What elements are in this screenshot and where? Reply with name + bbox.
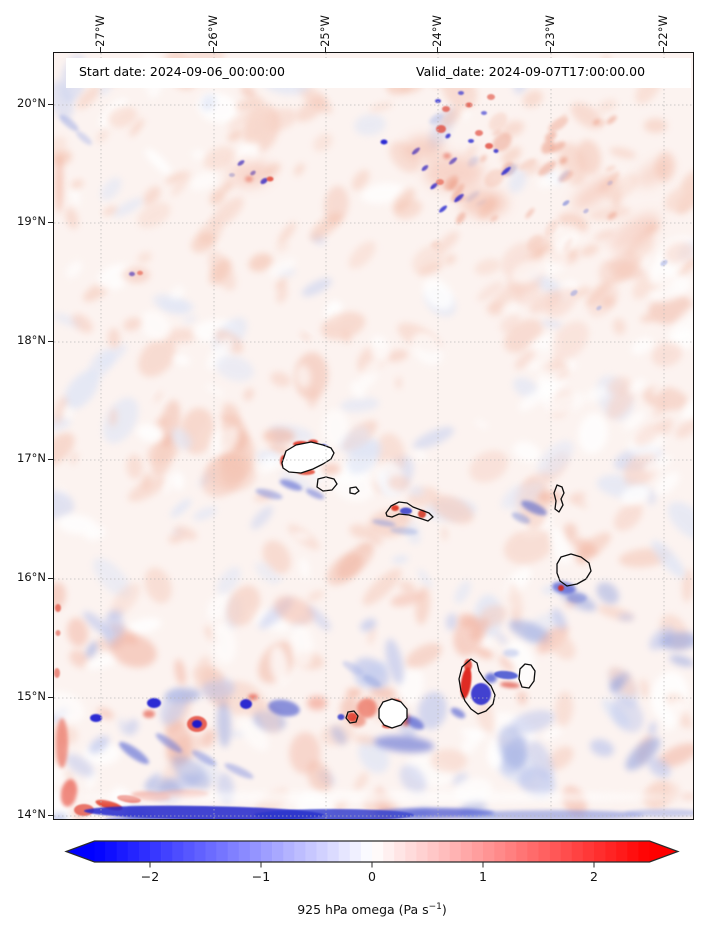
lat-tick-label: 15°N [17,689,46,703]
colorbar-tick-label: 0 [368,869,376,884]
island-outline-santiago [458,658,496,715]
title-band: Start date: 2024-09-06_00:00:00 Valid_da… [66,58,691,88]
lat-tick-label: 14°N [17,807,46,821]
omega-field-svg [54,53,693,819]
lon-tick-mark [662,47,664,52]
island-outline-brava [345,710,359,724]
lon-tick-mark [549,47,551,52]
lon-tick-mark [99,47,101,52]
lat-tick-mark [48,221,53,223]
lat-tick-mark [48,696,53,698]
island-outline-santa-luzia [349,486,360,495]
lon-tick-mark [436,47,438,52]
valid-date-text: Valid_date: 2024-09-07T17:00:00.00 [416,64,646,79]
island-outline-sao-nicolau [385,501,434,522]
lat-tick-mark [48,340,53,342]
lat-tick-mark [48,577,53,579]
colorbar-tick-label: 2 [590,869,598,884]
lat-tick-mark [48,814,53,816]
lat-tick-mark [48,458,53,460]
colorbar-svg [64,840,680,868]
island-outline-sao-vicente [316,476,338,492]
start-date-text: Start date: 2024-09-06_00:00:00 [79,64,285,79]
gridlines [54,53,693,819]
map-plot: Start date: 2024-09-06_00:00:00 Valid_da… [53,52,694,820]
island-outline-boa-vista [556,553,592,587]
lat-tick-label: 17°N [17,451,46,465]
colorbar-label: 925 hPa omega (Pa s−1) [297,902,447,918]
island-outline-fogo [378,698,408,729]
lon-tick-mark [212,47,214,52]
lat-tick-label: 18°N [17,333,46,347]
island-outline-maio [518,663,536,689]
colorbar-tick-label: −2 [140,869,160,884]
island-outline-santo-antao [281,441,335,474]
lat-tick-label: 20°N [17,96,46,110]
lat-tick-label: 16°N [17,570,46,584]
colorbar-tick-label: 1 [479,869,487,884]
lon-tick-mark [324,47,326,52]
coastlines-layer [281,441,592,729]
island-outline-sal [553,484,565,513]
colorbar-tick-label: −1 [251,869,271,884]
lat-tick-mark [48,103,53,105]
lat-tick-label: 19°N [17,214,46,228]
